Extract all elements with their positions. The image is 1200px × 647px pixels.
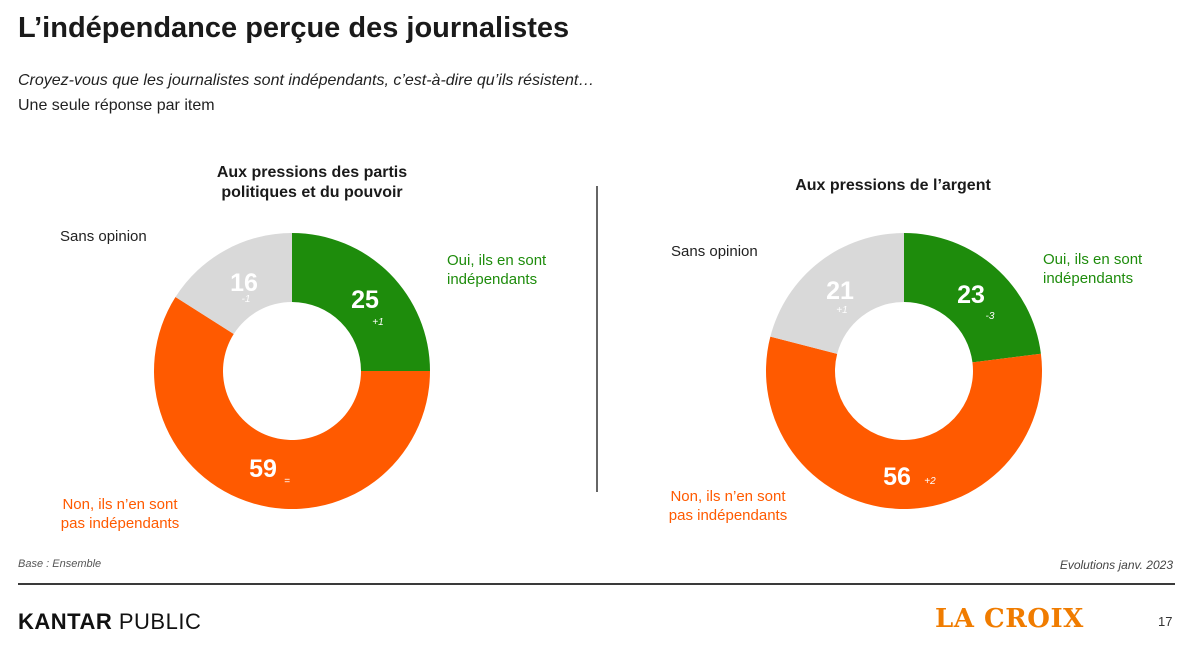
- page-number: 17: [1158, 614, 1173, 629]
- slice-value-label: 59: [249, 455, 277, 483]
- slice-category-label: Non, ils n’en sont pas indépendants: [669, 488, 787, 524]
- slice-category-label: Non, ils n’en sont pas indépendants: [61, 496, 179, 532]
- slice-evolution-label: +2: [924, 476, 936, 487]
- base-note: Base : Ensemble: [18, 558, 102, 570]
- donut-slice: [904, 233, 1041, 363]
- page-title: L’indépendance perçue des journalistes: [18, 12, 570, 44]
- slice-category-label: Sans opinion: [60, 228, 147, 245]
- slice-category-label: Oui, ils en sont indépendants: [447, 252, 547, 288]
- footer-divider: [18, 583, 1175, 585]
- slice-category-label: Oui, ils en sont indépendants: [1043, 251, 1143, 287]
- la-croix-logo: LA CROIX: [935, 604, 1084, 634]
- slice-value-label: 16: [230, 269, 258, 297]
- chart-title: Aux pressions des partis politiques et du…: [217, 164, 407, 201]
- donut-charts: Aux pressions des partis politiques et du…: [60, 164, 1143, 532]
- slice-evolution-label: +1: [836, 305, 847, 316]
- chart-title: Aux pressions de l’argent: [795, 177, 991, 194]
- evolutions-note: Evolutions janv. 2023: [1059, 558, 1173, 572]
- slice-value-label: 23: [957, 281, 985, 309]
- donut-slice: [770, 233, 904, 354]
- slice-category-label: Sans opinion: [671, 243, 758, 260]
- question-text: Croyez-vous que les journalistes sont in…: [18, 72, 595, 89]
- donut-slice: [292, 233, 430, 371]
- slice-evolution-label: -3: [986, 311, 995, 322]
- donut-slice: [175, 233, 292, 335]
- donut-slice: [766, 336, 1042, 509]
- slice-value-label: 56: [883, 463, 911, 491]
- slice-evolution-label: -1: [242, 294, 251, 305]
- slice-evolution-label: +1: [372, 317, 383, 328]
- instruction-text: Une seule réponse par item: [18, 97, 215, 114]
- donut-slice: [154, 297, 431, 510]
- slice-value-label: 25: [351, 286, 379, 314]
- slice-value-label: 21: [826, 277, 854, 305]
- slice-evolution-label: =: [284, 476, 290, 487]
- kantar-public-logo: KANTAR PUBLIC: [18, 609, 202, 634]
- chart-divider: [596, 186, 598, 492]
